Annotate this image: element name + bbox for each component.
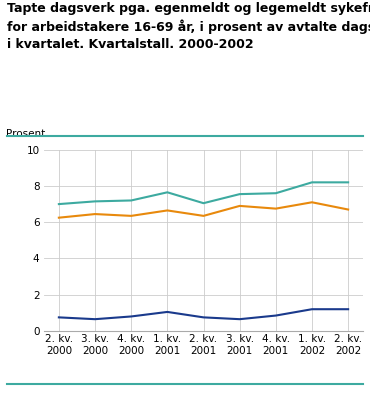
Egenmeldt: [165, 310, 169, 314]
Legemeldt: [201, 214, 206, 218]
Egenmeldt: [201, 315, 206, 320]
Legemeldt: [346, 207, 350, 212]
Legemeldt: [129, 214, 134, 218]
Egenmeldt: [238, 317, 242, 322]
Totalt: [129, 198, 134, 203]
Egenmeldt: [129, 314, 134, 319]
Totalt: [57, 202, 61, 206]
Egenmeldt: [93, 317, 97, 322]
Egenmeldt: [57, 315, 61, 320]
Line: Egenmeldt: Egenmeldt: [59, 309, 348, 319]
Egenmeldt: [310, 307, 314, 312]
Totalt: [310, 180, 314, 185]
Legemeldt: [310, 200, 314, 204]
Totalt: [165, 190, 169, 195]
Legemeldt: [273, 206, 278, 211]
Totalt: [346, 180, 350, 185]
Legemeldt: [57, 215, 61, 220]
Line: Legemeldt: Legemeldt: [59, 202, 348, 217]
Legemeldt: [93, 212, 97, 216]
Egenmeldt: [346, 307, 350, 312]
Legemeldt: [238, 204, 242, 208]
Text: Prosent: Prosent: [6, 129, 46, 139]
Text: Tapte dagsverk pga. egenmeldt og legemeldt sykefravær
for arbeidstakere 16-69 år: Tapte dagsverk pga. egenmeldt og legemel…: [7, 2, 370, 51]
Totalt: [93, 199, 97, 204]
Legemeldt: [165, 208, 169, 213]
Totalt: [273, 191, 278, 195]
Line: Totalt: Totalt: [59, 182, 348, 204]
Totalt: [201, 201, 206, 206]
Egenmeldt: [273, 313, 278, 318]
Totalt: [238, 192, 242, 197]
